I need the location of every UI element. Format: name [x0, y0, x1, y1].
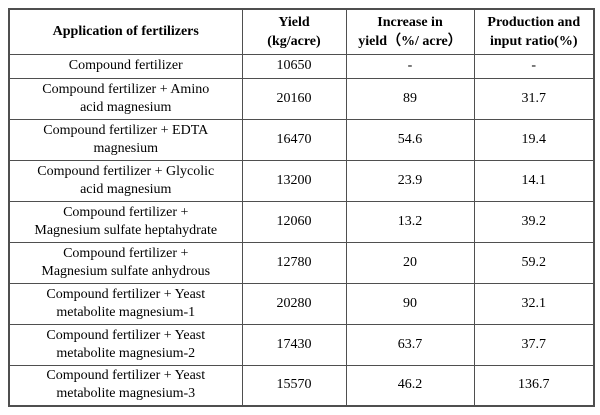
- header-increase: Increase in yield（%/ acre）: [345, 8, 475, 55]
- cell-yield: 12780: [241, 241, 347, 284]
- cell-application: Compound fertilizer + Yeast metabolite m…: [8, 364, 243, 407]
- header-application: Application of fertilizers: [8, 8, 243, 55]
- cell-application: Compound fertilizer + Amino acid magnesi…: [8, 77, 243, 120]
- table-row: Compound fertilizer + Yeast metabolite m…: [8, 364, 595, 407]
- table-row: Compound fertilizer + Yeast metabolite m…: [8, 282, 595, 325]
- cell-increase: 20: [345, 241, 475, 284]
- cell-ratio: 37.7: [473, 323, 595, 366]
- cell-increase: 23.9: [345, 159, 475, 202]
- cell-application: Compound fertilizer + Yeast metabolite m…: [8, 323, 243, 366]
- cell-increase: 13.2: [345, 200, 475, 243]
- cell-increase: 63.7: [345, 323, 475, 366]
- cell-ratio: 59.2: [473, 241, 595, 284]
- cell-increase: 46.2: [345, 364, 475, 407]
- cell-yield: 10650: [241, 53, 347, 79]
- cell-ratio: 39.2: [473, 200, 595, 243]
- cell-application: Compound fertilizer + Glycolic acid magn…: [8, 159, 243, 202]
- cell-increase: 54.6: [345, 118, 475, 161]
- cell-application: Compound fertilizer + Magnesium sulfate …: [8, 200, 243, 243]
- header-yield: Yield (kg/acre): [241, 8, 347, 55]
- fertilizer-data-table: Application of fertilizers Yield (kg/acr…: [8, 8, 595, 407]
- cell-ratio: 14.1: [473, 159, 595, 202]
- cell-ratio: 19.4: [473, 118, 595, 161]
- cell-increase: 90: [345, 282, 475, 325]
- table-row: Compound fertilizer + Amino acid magnesi…: [8, 77, 595, 120]
- cell-application: Compound fertilizer: [8, 53, 243, 79]
- cell-application: Compound fertilizer + Magnesium sulfate …: [8, 241, 243, 284]
- cell-yield: 20160: [241, 77, 347, 120]
- cell-application: Compound fertilizer + EDTA magnesium: [8, 118, 243, 161]
- table-row: Compound fertilizer + Magnesium sulfate …: [8, 200, 595, 243]
- cell-yield: 13200: [241, 159, 347, 202]
- cell-increase: 89: [345, 77, 475, 120]
- cell-application: Compound fertilizer + Yeast metabolite m…: [8, 282, 243, 325]
- cell-yield: 15570: [241, 364, 347, 407]
- cell-ratio: 31.7: [473, 77, 595, 120]
- cell-yield: 12060: [241, 200, 347, 243]
- cell-yield: 16470: [241, 118, 347, 161]
- table-header-row: Application of fertilizers Yield (kg/acr…: [8, 8, 595, 55]
- table-row: Compound fertilizer + Yeast metabolite m…: [8, 323, 595, 366]
- table-row: Compound fertilizer + Glycolic acid magn…: [8, 159, 595, 202]
- cell-yield: 17430: [241, 323, 347, 366]
- fertilizer-table-container: Application of fertilizers Yield (kg/acr…: [8, 8, 595, 407]
- cell-ratio: 136.7: [473, 364, 595, 407]
- table-row: Compound fertilizer + Magnesium sulfate …: [8, 241, 595, 284]
- cell-ratio: 32.1: [473, 282, 595, 325]
- cell-ratio: -: [473, 53, 595, 79]
- table-row: Compound fertilizer 10650 - -: [8, 53, 595, 79]
- header-ratio: Production and input ratio(%): [473, 8, 595, 55]
- table-row: Compound fertilizer + EDTA magnesium 164…: [8, 118, 595, 161]
- cell-yield: 20280: [241, 282, 347, 325]
- cell-increase: -: [345, 53, 475, 79]
